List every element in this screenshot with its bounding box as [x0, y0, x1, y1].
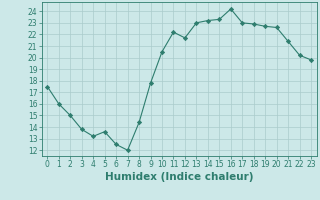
X-axis label: Humidex (Indice chaleur): Humidex (Indice chaleur): [105, 172, 253, 182]
